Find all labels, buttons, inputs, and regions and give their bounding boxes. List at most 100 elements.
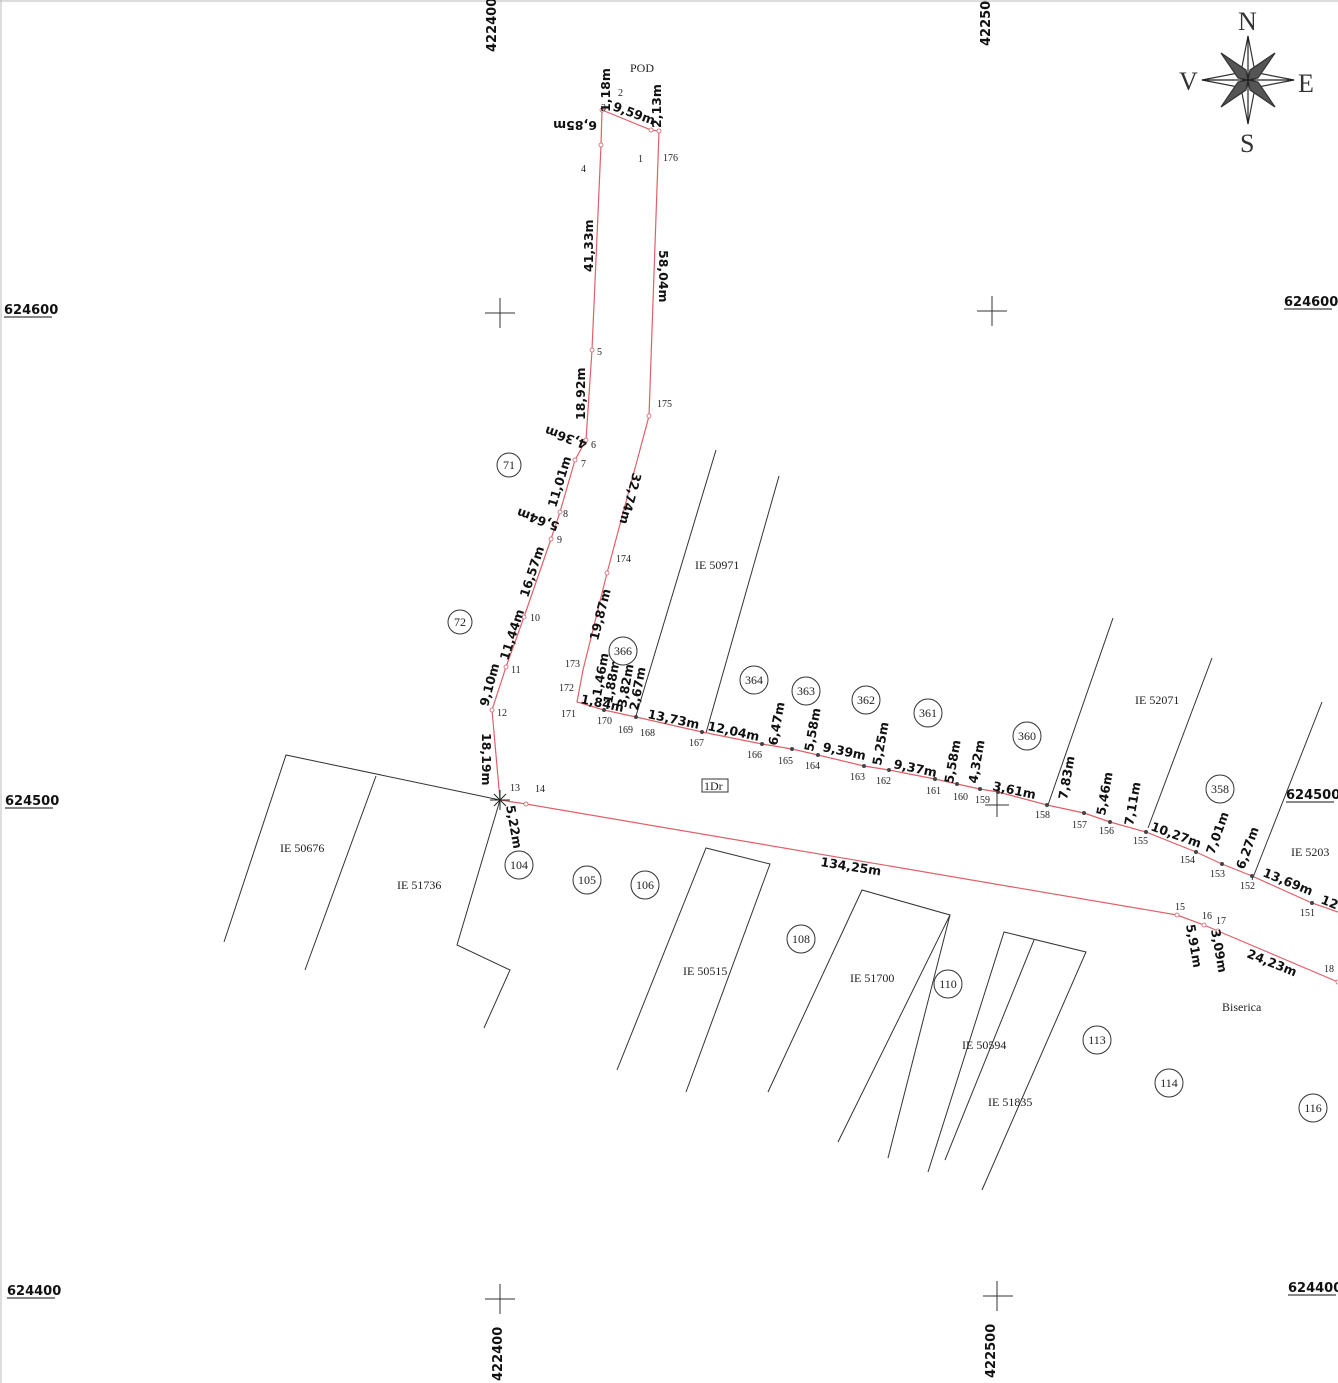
point-number: 176 (663, 153, 678, 164)
dim-label: 12 (1319, 892, 1338, 912)
dim-label: 5,25m (869, 721, 891, 767)
parcel-id: IE 5203 (1291, 845, 1329, 859)
boundary-vertices-filled (602, 708, 1314, 905)
road-label-box (701, 778, 729, 793)
parcel-id: IE 50515 (683, 964, 727, 978)
dim-label: 5,58m (941, 739, 963, 785)
dim-label: 32,74m (616, 471, 644, 526)
dim-label: 9,39m (821, 739, 867, 763)
point-number: 151 (1300, 908, 1315, 919)
dim-label: 12,04m (706, 718, 761, 744)
point-number: 174 (616, 554, 631, 565)
point-number: 7 (581, 459, 586, 470)
grid-x-422500-bottom: 422500 (984, 1324, 999, 1378)
point-number: 170 (597, 716, 612, 727)
station-cross-icon (490, 790, 510, 810)
place-labels: POD Biserica 1Dr (630, 61, 1262, 1014)
grid-y-624500-right: 624500 (1286, 788, 1338, 803)
parcel-number: 113 (1088, 1033, 1106, 1047)
dim-label: 6,85m (553, 118, 597, 133)
boundary-vertices (489, 107, 1338, 985)
dim-label: 18,19m (479, 733, 494, 786)
parcel-number: 72 (454, 615, 466, 629)
point-number: 14 (535, 784, 545, 795)
point-number: 175 (657, 399, 672, 410)
dim-label: 10,27m (1149, 819, 1204, 851)
dim-label: 2,13m (649, 84, 664, 128)
dim-label: 9,10m (476, 662, 502, 708)
point-number: 11 (511, 665, 521, 676)
dim-label: 134,25m (820, 854, 883, 878)
parcel-id: IE 52071 (1135, 693, 1179, 707)
point-number: 3 (601, 103, 606, 114)
grid-x-422500-top: 422500 (979, 0, 994, 46)
compass-s: S (1240, 129, 1254, 158)
point-number: 157 (1072, 820, 1087, 831)
grid-labels: 624600 624600 624500 624500 624400 62440… (4, 0, 1338, 1381)
dim-label: 6,27m (1233, 825, 1262, 871)
dim-label: 11,44m (497, 607, 528, 662)
dim-label: 41,33m (581, 219, 596, 272)
property-boundary (491, 109, 1338, 983)
point-number: 172 (559, 683, 574, 694)
dim-label: 7,83m (1055, 755, 1077, 801)
point-number: 158 (1035, 810, 1050, 821)
dim-label: 5,46m (1093, 771, 1115, 817)
parcel-number: 104 (510, 858, 528, 872)
point-number: 155 (1133, 836, 1148, 847)
point-number: 161 (926, 786, 941, 797)
point-number: 16 (1202, 911, 1212, 922)
point-number: 1 (638, 154, 643, 165)
point-number: 160 (953, 792, 968, 803)
point-number: 169 (618, 725, 633, 736)
point-number: 173 (565, 659, 580, 670)
parcel-id: IE 50971 (695, 558, 739, 572)
compass-rose: N S E V (1179, 7, 1314, 158)
parcel-number: 361 (919, 706, 937, 720)
dim-label: 13,69m (1261, 865, 1315, 899)
point-number: 168 (640, 728, 655, 739)
compass-e: E (1298, 69, 1314, 98)
point-number: 153 (1210, 869, 1225, 880)
parcel-id: IE 51835 (988, 1095, 1032, 1109)
parcel-id: IE 50594 (962, 1038, 1006, 1052)
grid-y-624500-left: 624500 (5, 794, 59, 809)
parcel-number: 71 (503, 458, 515, 472)
road-label: 1Dr (704, 779, 723, 793)
grid-y-624600-right: 624600 (1284, 295, 1338, 310)
point-number: 159 (975, 795, 990, 806)
dim-label: 6,47m (765, 701, 787, 747)
parcel-number: 360 (1018, 729, 1036, 743)
parcel-id: IE 51700 (850, 971, 894, 985)
parcel-circle-labels: 71 72 366 364 363 362 361 360 358 104 10… (454, 458, 1322, 1115)
point-number: 2 (618, 88, 623, 99)
compass-v: V (1179, 67, 1198, 96)
dim-label: 16,57m (517, 544, 548, 599)
grid-y-624400-right: 624400 (1288, 1281, 1338, 1296)
dim-label: 58,04m (656, 250, 671, 303)
parcel-ids: IE 50971 IE 52071 IE 5203 IE 50676 IE 51… (280, 558, 1329, 1109)
point-number: 154 (1180, 855, 1195, 866)
biserica-label: Biserica (1222, 1000, 1262, 1014)
dim-label: 3,61m (991, 778, 1037, 802)
boundary-dimensions: 1,18m 9,59m 2,13m 6,85m 41,33m 58,04m 18… (476, 68, 1338, 979)
dim-label: 18,92m (573, 367, 588, 420)
parcel-number: 363 (797, 684, 815, 698)
point-numbers: 2 1 176 4 5 175 6 7 8 9 174 10 11 12 173… (497, 88, 1334, 975)
point-number: 167 (689, 738, 704, 749)
compass-star-icon (1201, 35, 1295, 125)
point-number: 6 (591, 440, 596, 451)
point-number: 10 (530, 613, 540, 624)
dim-label: 9,37m (892, 756, 938, 780)
dim-label: 7,11m (1121, 781, 1143, 827)
grid-x-422400-top: 422400 (485, 0, 500, 52)
point-number: 156 (1099, 826, 1114, 837)
parcel-number: 105 (578, 873, 596, 887)
point-number: 5 (597, 347, 602, 358)
point-number: 13 (510, 783, 520, 794)
pod-label: POD (630, 61, 654, 75)
point-number: 165 (778, 756, 793, 767)
dim-label: 5,91m (1183, 923, 1205, 969)
